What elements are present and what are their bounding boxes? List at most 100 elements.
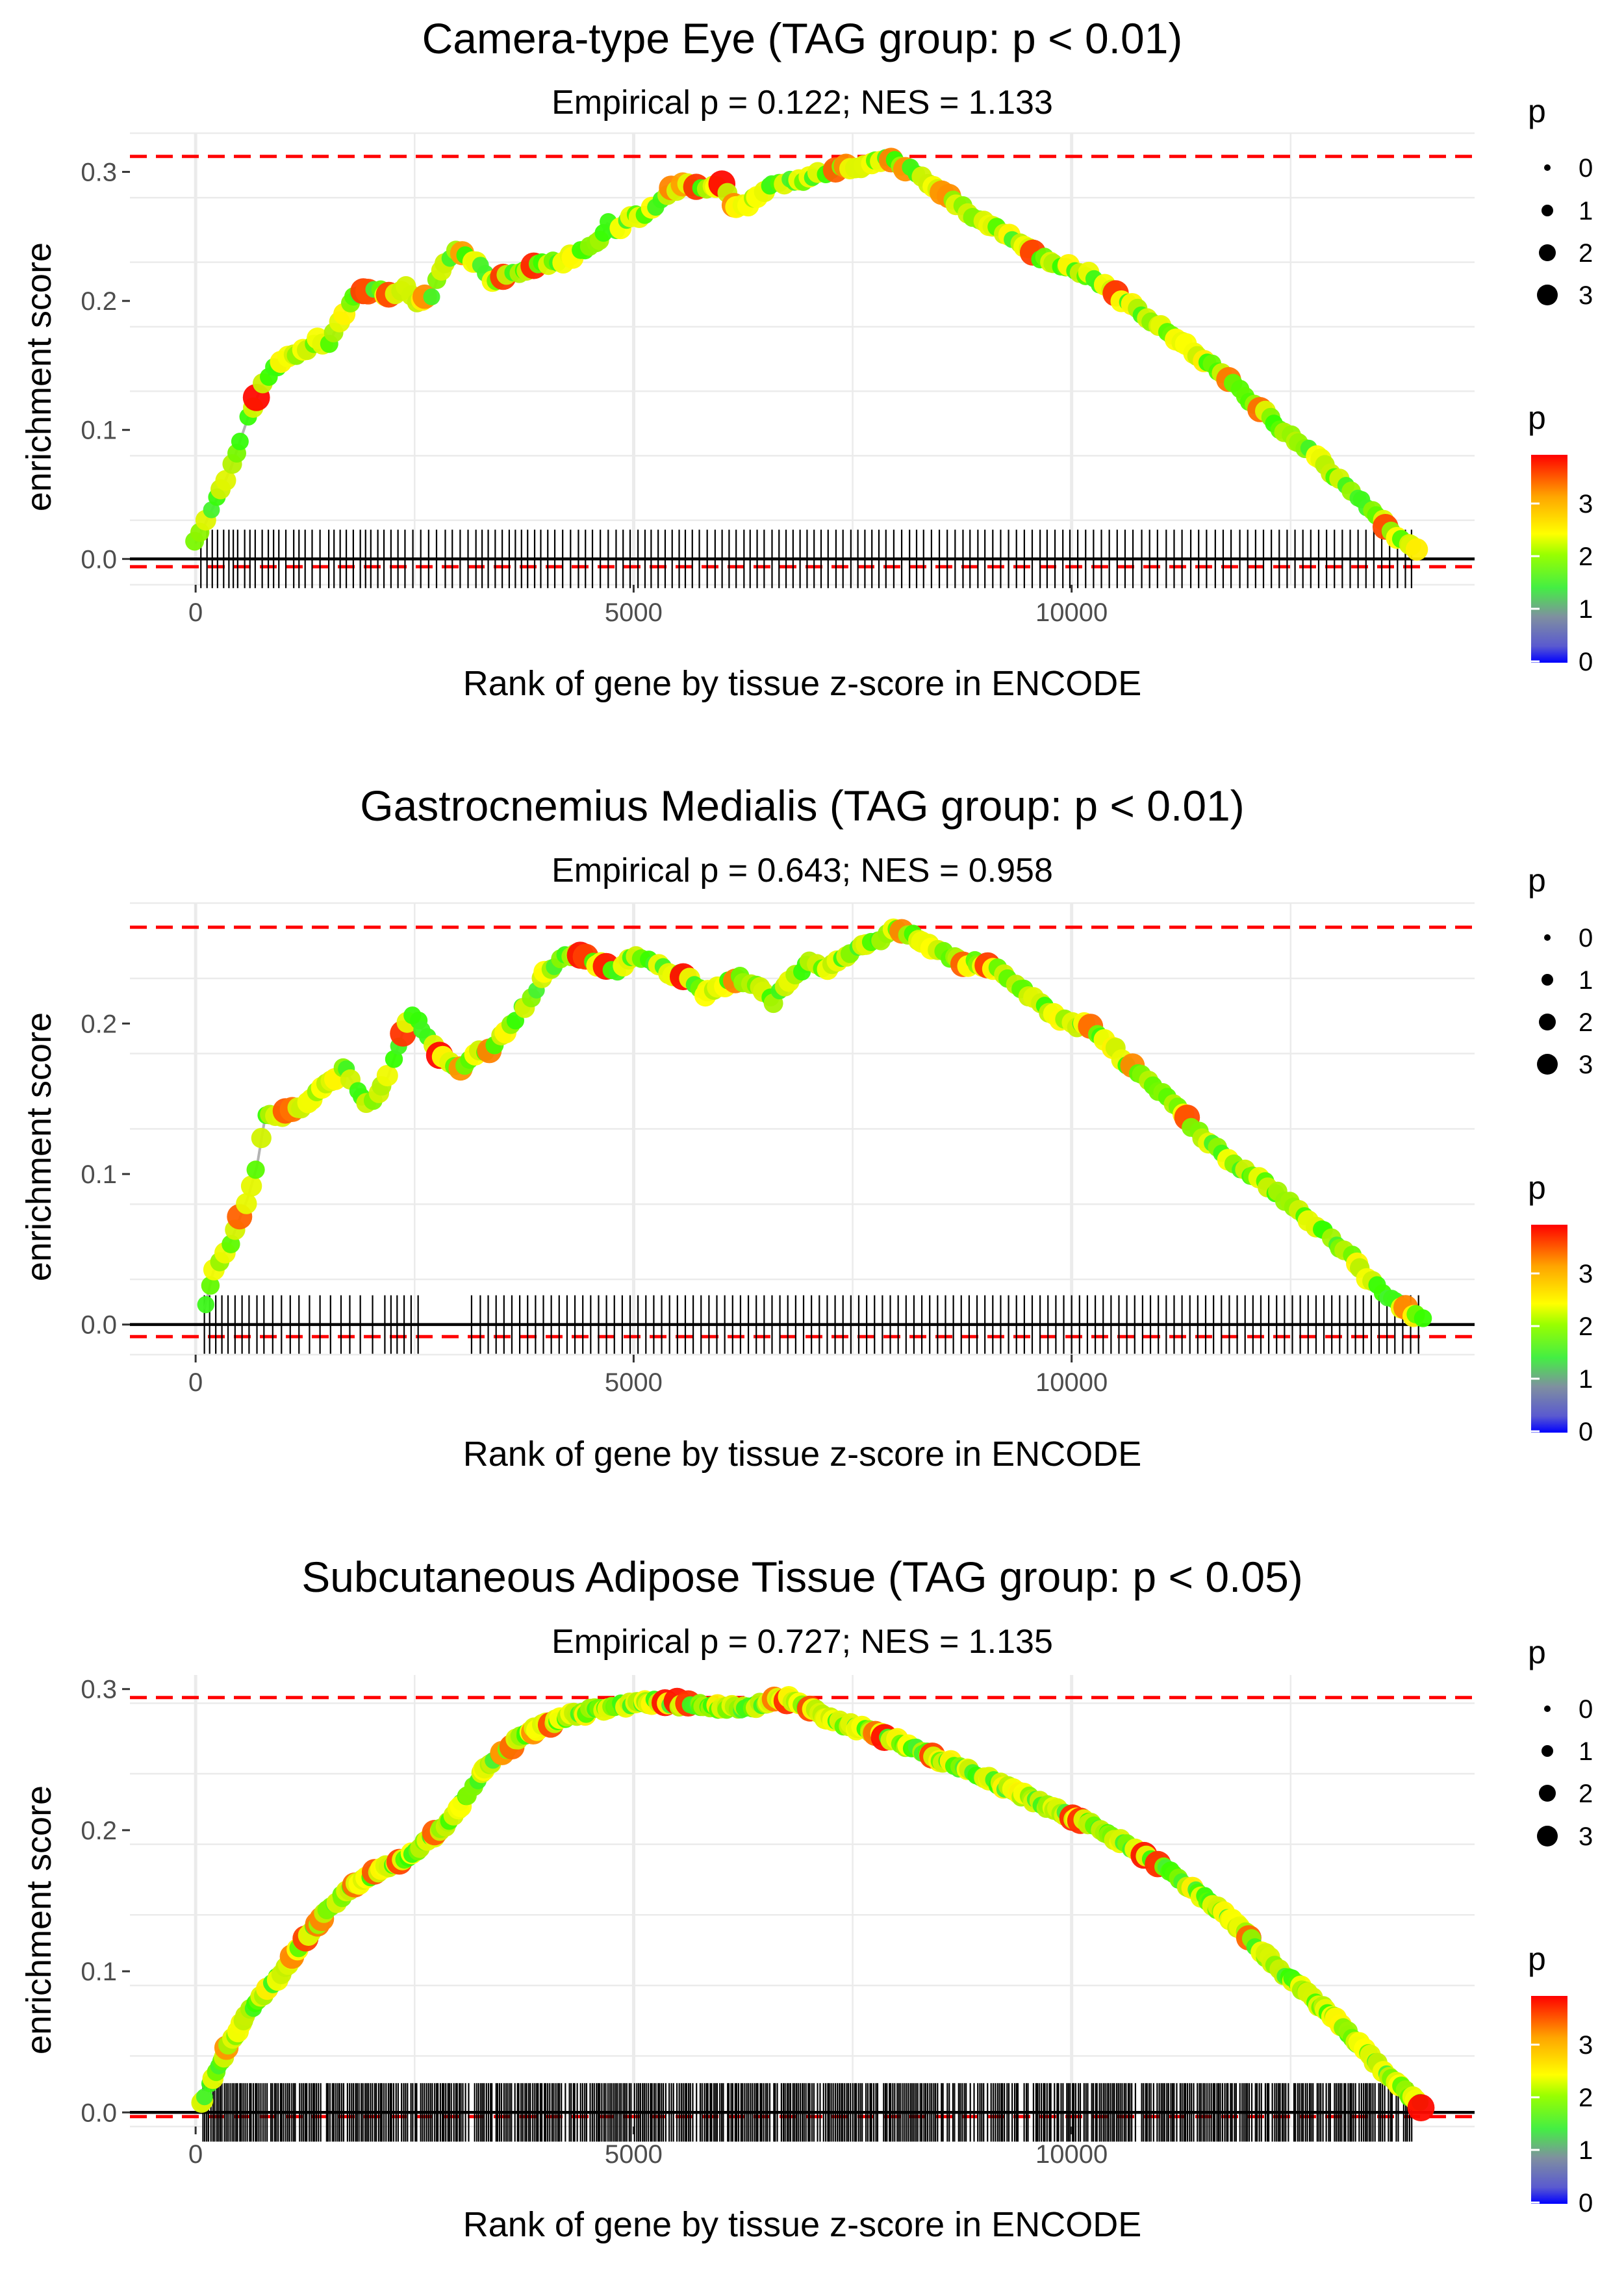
enrichment-point	[1405, 538, 1428, 561]
size-legend-label-0: 0	[1579, 154, 1593, 183]
panel-1-color-legend-title: p	[1528, 400, 1546, 436]
enrichment-point	[1407, 2094, 1435, 2122]
panel-1-subtitle: Empirical p = 0.122; NES = 1.133	[552, 84, 1053, 121]
x-tick-label: 5000	[605, 2140, 663, 2169]
size-legend-label-1: 1	[1579, 197, 1593, 225]
panel-1-color-legend: p 3 2 1 0	[1528, 400, 1593, 676]
size-legend-dot-1	[1542, 205, 1553, 216]
color-legend-label-3: 3	[1579, 2031, 1593, 2060]
x-tick-label: 5000	[605, 1368, 663, 1397]
enrichment-point	[240, 1175, 262, 1197]
size-legend-dot-0	[1544, 164, 1551, 171]
panel-3-title: Subcutaneous Adipose Tissue (TAG group: …	[301, 1553, 1303, 1601]
size-legend-label-3: 3	[1579, 1822, 1593, 1851]
enrichment-point	[423, 288, 440, 305]
enrichment-point	[201, 1276, 220, 1295]
color-legend-label-1: 1	[1579, 2136, 1593, 2165]
size-legend-label-2: 2	[1579, 1780, 1593, 1808]
color-legend-label-2: 2	[1579, 1312, 1593, 1341]
enrichment-point	[231, 433, 249, 450]
y-tick-label: 0.1	[81, 416, 117, 445]
enrichment-curve	[203, 928, 1423, 1320]
enrichment-point	[246, 1160, 265, 1179]
panel-3-size-legend-title: p	[1528, 1634, 1546, 1670]
panel-1-y-axis-title: enrichment score	[19, 242, 58, 511]
x-tick-label: 0	[188, 1368, 203, 1397]
panel-2-subtitle: Empirical p = 0.643; NES = 0.958	[552, 852, 1053, 889]
panel-2-x-axis-title: Rank of gene by tissue z-score in ENCODE	[463, 1435, 1141, 1474]
size-legend-label-1: 1	[1579, 1737, 1593, 1766]
x-tick-label: 10000	[1035, 2140, 1108, 2169]
size-legend-dot-3	[1537, 1054, 1558, 1075]
enrichment-point	[197, 1296, 214, 1314]
enrichment-points	[185, 147, 1428, 561]
enrichment-points	[191, 1686, 1435, 2122]
panel-1-plot: 0.0 0.1 0.2 0.3 0 5000 10000	[81, 132, 1475, 627]
panel-1-size-legend: p 0 1 2 3	[1528, 93, 1593, 310]
y-tick-label: 0.3	[81, 1676, 117, 1704]
panel-2-title: Gastrocnemius Medialis (TAG group: p < 0…	[360, 782, 1245, 830]
enrichment-curve	[194, 157, 1419, 554]
size-legend-dot-2	[1539, 1014, 1556, 1030]
y-tick-label: 0.0	[81, 1311, 117, 1340]
enrichment-curve	[199, 1697, 1423, 2109]
grid	[130, 132, 1475, 586]
size-legend-label-2: 2	[1579, 1008, 1593, 1037]
color-legend-label-3: 3	[1579, 1260, 1593, 1288]
y-tick-label: 0.1	[81, 1958, 117, 1986]
panel-2-size-legend: p 0 1 2 3	[1528, 862, 1593, 1079]
panel-1-title: Camera-type Eye (TAG group: p < 0.01)	[422, 14, 1183, 62]
size-legend-dot-0	[1544, 934, 1551, 941]
enrichment-point	[1414, 1309, 1432, 1327]
color-legend-label-2: 2	[1579, 543, 1593, 571]
x-tick-label: 10000	[1035, 1368, 1108, 1397]
enrichment-point	[251, 1128, 272, 1149]
panel-3-color-legend: p 3 2 1 0	[1528, 1941, 1593, 2217]
color-legend-bar	[1531, 455, 1567, 663]
size-legend-label-0: 0	[1579, 1695, 1593, 1724]
size-legend-dot-1	[1542, 1745, 1553, 1757]
size-legend-dot-1	[1542, 974, 1553, 986]
enrichment-point	[236, 1193, 257, 1214]
enrichment-point	[215, 470, 236, 491]
panel-1-x-axis-title: Rank of gene by tissue z-score in ENCODE	[463, 664, 1141, 703]
panel-2: Gastrocnemius Medialis (TAG group: p < 0…	[19, 782, 1593, 1474]
y-tick-label: 0.3	[81, 159, 117, 187]
y-tick-label: 0.0	[81, 2099, 117, 2127]
enrichment-point	[196, 2088, 213, 2106]
enrichment-points	[197, 918, 1432, 1327]
color-legend-bar	[1531, 1996, 1567, 2204]
grid	[130, 902, 1475, 1356]
y-tick-label: 0.2	[81, 287, 117, 316]
panel-1-size-legend-title: p	[1528, 93, 1546, 129]
panel-2-color-legend-title: p	[1528, 1169, 1546, 1206]
x-tick-label: 0	[188, 2140, 203, 2169]
panel-3-plot: 0.0 0.1 0.2 0.3 0 5000 10000	[81, 1675, 1475, 2169]
color-legend-bar	[1531, 1225, 1567, 1433]
x-tick-label: 5000	[605, 598, 663, 627]
panel-3-subtitle: Empirical p = 0.727; NES = 1.135	[552, 1623, 1053, 1661]
panel-3-x-axis-title: Rank of gene by tissue z-score in ENCODE	[463, 2205, 1141, 2244]
y-tick-label: 0.2	[81, 1010, 117, 1038]
size-legend-label-3: 3	[1579, 281, 1593, 310]
color-legend-label-2: 2	[1579, 2084, 1593, 2112]
color-legend-label-0: 0	[1579, 1418, 1593, 1446]
enrichment-point	[376, 1065, 398, 1086]
panel-3-color-legend-title: p	[1528, 1941, 1546, 1977]
y-tick-label: 0.0	[81, 545, 117, 574]
panel-2-color-legend: p 3 2 1 0	[1528, 1169, 1593, 1446]
color-legend-label-1: 1	[1579, 1365, 1593, 1394]
size-legend-label-1: 1	[1579, 966, 1593, 995]
size-legend-dot-3	[1537, 1826, 1558, 1846]
panel-3-y-axis-title: enrichment score	[19, 1785, 58, 2054]
color-legend-label-1: 1	[1579, 595, 1593, 624]
size-legend-dot-2	[1539, 1785, 1556, 1802]
size-legend-label-0: 0	[1579, 924, 1593, 952]
size-legend-label-2: 2	[1579, 239, 1593, 268]
color-legend-label-0: 0	[1579, 2189, 1593, 2217]
size-legend-dot-0	[1544, 1706, 1551, 1712]
panel-2-plot: 0.0 0.1 0.2 0 5000 10000	[81, 902, 1475, 1397]
y-tick-label: 0.1	[81, 1160, 117, 1189]
panel-3: Subcutaneous Adipose Tissue (TAG group: …	[19, 1553, 1593, 2244]
